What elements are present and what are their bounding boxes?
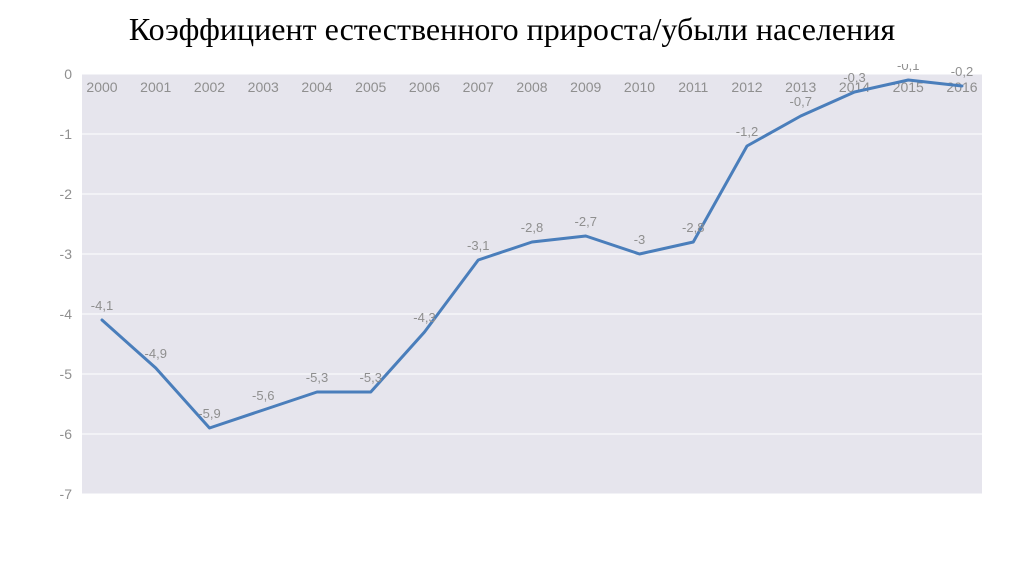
y-tick-label: -6 [60, 426, 73, 442]
x-tick-label: 2009 [570, 79, 601, 95]
data-label: -4,1 [91, 298, 113, 313]
data-label: -5,6 [252, 388, 274, 403]
data-label: -5,3 [306, 370, 328, 385]
x-tick-label: 2007 [463, 79, 494, 95]
data-label: -2,7 [575, 214, 597, 229]
data-label: -2,8 [682, 220, 704, 235]
x-tick-label: 2005 [355, 79, 386, 95]
y-tick-label: -2 [60, 186, 73, 202]
data-label: -5,9 [198, 406, 220, 421]
y-tick-label: -7 [60, 486, 73, 502]
data-label: -5,3 [360, 370, 382, 385]
x-tick-label: 2003 [248, 79, 279, 95]
data-label: -1,2 [736, 124, 758, 139]
data-label: -0,1 [897, 64, 919, 73]
x-tick-label: 2002 [194, 79, 225, 95]
x-tick-label: 2000 [86, 79, 117, 95]
line-chart: 0 -1 -2 -3 -4 -5 -6 -7 2000 2001 2002 2003 2004 2005 2… [22, 64, 1002, 504]
x-tick-label: 2013 [785, 79, 816, 95]
data-label: -3,1 [467, 238, 489, 253]
y-tick-label: -4 [60, 306, 73, 322]
data-label: -0,2 [951, 64, 973, 79]
x-tick-label: 2011 [678, 79, 708, 95]
data-label: -4,3 [413, 310, 435, 325]
x-tick-label: 2006 [409, 79, 440, 95]
y-tick-label: 0 [64, 66, 72, 82]
x-tick-label: 2004 [301, 79, 332, 95]
data-label: -4,9 [145, 346, 167, 361]
x-tick-label: 2001 [140, 79, 171, 95]
y-tick-label: -5 [60, 366, 73, 382]
chart-container: 0 -1 -2 -3 -4 -5 -6 -7 2000 2001 2002 2003 2004 2005 2… [22, 64, 1002, 504]
y-tick-label: -3 [60, 246, 73, 262]
page: Коэффициент естественного прироста/убыли… [0, 0, 1024, 574]
x-tick-label: 2012 [731, 79, 762, 95]
y-tick-label: -1 [60, 126, 73, 142]
x-tick-label: 2008 [516, 79, 547, 95]
x-tick-label: 2010 [624, 79, 655, 95]
data-label: -2,8 [521, 220, 543, 235]
data-label: -0,3 [843, 70, 865, 85]
data-label: -3 [634, 232, 646, 247]
data-label: -0,7 [790, 94, 812, 109]
chart-title: Коэффициент естественного прироста/убыли… [89, 10, 935, 48]
